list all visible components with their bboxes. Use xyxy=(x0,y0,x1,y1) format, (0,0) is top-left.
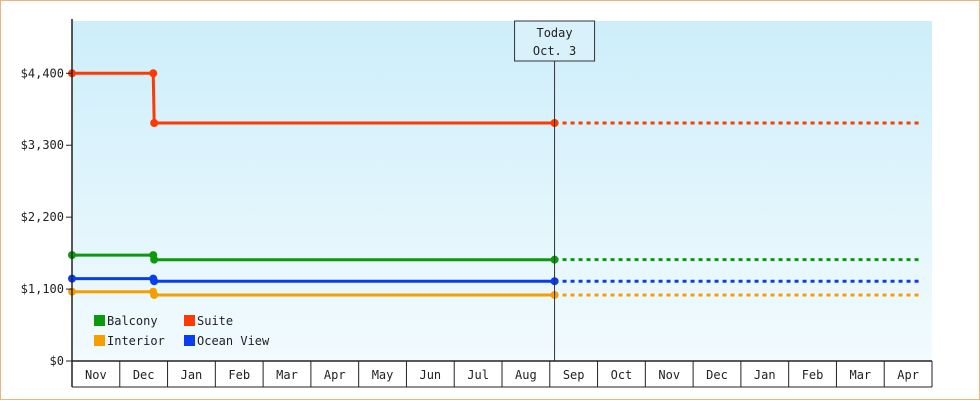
x-tick-label: Dec xyxy=(133,368,155,382)
legend-swatch-ocean-view xyxy=(184,335,195,346)
x-tick-label: Jan xyxy=(181,368,203,382)
x-tick-label: May xyxy=(372,368,394,382)
plot-area xyxy=(72,21,932,361)
x-tick-label: Sep xyxy=(563,368,585,382)
x-tick-label: Mar xyxy=(276,368,298,382)
today-label-box xyxy=(514,20,596,62)
x-tick-label: Jan xyxy=(754,368,776,382)
x-tick-label: Jul xyxy=(467,368,489,382)
x-tick-label: Nov xyxy=(658,368,680,382)
x-tick-label: Jun xyxy=(419,368,441,382)
legend-label-interior: Interior xyxy=(107,334,165,348)
data-point-suite[interactable] xyxy=(149,69,158,78)
legend-label-ocean-view: Ocean View xyxy=(197,334,270,348)
y-tick-label: $0 xyxy=(50,354,64,368)
series-line-suite xyxy=(72,71,555,125)
y-tick-label: $3,300 xyxy=(21,138,64,152)
axes: $0 $1,100 $2,200 $3,300 $4,400 Nov Dec Jan Feb Ma… xyxy=(21,19,933,388)
y-tick-label: $4,400 xyxy=(21,66,64,80)
data-point-ocean-view[interactable] xyxy=(150,277,159,286)
legend-swatch-interior xyxy=(94,335,105,346)
x-tick-label: Mar xyxy=(849,368,871,382)
x-tick-label: Aug xyxy=(515,368,537,382)
data-point-interior[interactable] xyxy=(150,290,159,299)
y-tick-label: $1,100 xyxy=(21,282,64,296)
x-tick-label: Apr xyxy=(324,368,346,382)
today-label-line-1: Today xyxy=(536,26,572,40)
y-tick-label: $2,200 xyxy=(21,210,64,224)
x-tick-label: Apr xyxy=(897,368,919,382)
legend-swatch-suite xyxy=(184,315,195,326)
today-label-line-2: Oct. 3 xyxy=(533,44,576,58)
series-layer xyxy=(68,69,923,299)
x-tick-label: Dec xyxy=(706,368,728,382)
legend-label-balcony: Balcony xyxy=(107,314,158,328)
legend-swatch-balcony xyxy=(94,315,105,326)
x-tick-label: Feb xyxy=(228,368,250,382)
x-tick-label: Oct xyxy=(611,368,633,382)
legend-label-suite: Suite xyxy=(197,314,233,328)
data-point-balcony[interactable] xyxy=(150,255,159,264)
x-tick-label: Feb xyxy=(802,368,824,382)
today-marker: Today Oct. 3 xyxy=(514,20,596,361)
data-point-suite[interactable] xyxy=(150,119,159,127)
legend: Balcony Suite Interior Ocean View xyxy=(94,314,270,348)
x-tick-label: Nov xyxy=(85,368,107,382)
